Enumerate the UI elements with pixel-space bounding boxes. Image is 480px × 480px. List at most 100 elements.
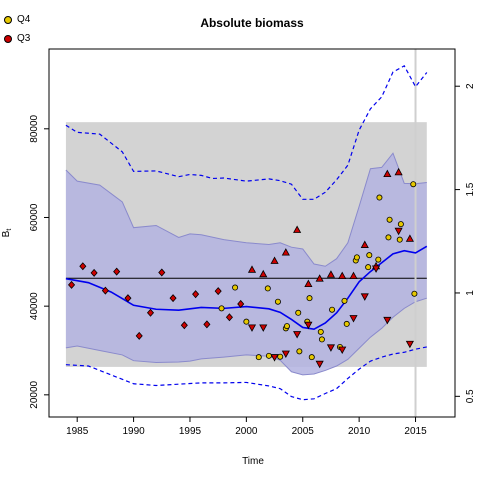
line-layer xyxy=(65,49,428,417)
legend-marker-q3 xyxy=(4,34,12,43)
point-q3-diamond xyxy=(180,321,188,330)
point-q4-circle xyxy=(353,254,360,261)
point-q4-circle xyxy=(397,221,404,228)
point-q3-diamond xyxy=(68,280,76,289)
point-q4-circle xyxy=(386,216,393,223)
point-q3-diamond xyxy=(124,294,132,303)
point-q4-circle xyxy=(274,298,281,305)
point-q3-down-triangle xyxy=(259,324,268,332)
point-q3-triangle xyxy=(293,225,302,233)
point-q4-circle xyxy=(318,336,325,343)
point-q3-triangle xyxy=(349,271,358,280)
y-tick-label: 20000 xyxy=(29,380,40,408)
point-q3-down-triangle xyxy=(326,344,336,352)
point-q3-triangle xyxy=(338,271,347,280)
point-q4-circle xyxy=(385,234,392,241)
point-q4-circle xyxy=(265,352,272,359)
point-q3-diamond xyxy=(90,268,98,277)
point-q3-triangle xyxy=(315,274,324,282)
legend-label-q3: Q3 xyxy=(17,33,31,44)
point-q3-down-triangle xyxy=(338,346,347,355)
point-q3-triangle xyxy=(326,270,336,278)
y-tick-label: 60000 xyxy=(29,203,40,231)
point-q4-circle xyxy=(329,306,336,313)
point-q4-circle xyxy=(343,320,350,327)
point-q4-circle xyxy=(295,309,302,316)
ci-upper-edge xyxy=(65,152,427,267)
point-q4-circle xyxy=(396,236,403,243)
outer-upper-dashed-line xyxy=(65,65,428,200)
point-q3-diamond xyxy=(79,262,87,271)
point-q3-down-triangle xyxy=(383,316,392,325)
point-q3-down-triangle xyxy=(293,331,302,339)
y-right-tick-label: 0.5 xyxy=(465,389,476,403)
point-q4-circle xyxy=(277,353,284,360)
legend: Q4 Q3 xyxy=(4,10,30,48)
legend-label-q4: Q4 xyxy=(17,14,31,25)
x-tick-label: 1995 xyxy=(179,426,202,437)
point-q3-diamond xyxy=(214,287,222,296)
point-q3-triangle xyxy=(304,279,313,287)
point-q3-diamond xyxy=(146,308,155,317)
point-q3-down-triangle xyxy=(315,360,324,369)
chart-title: Absolute biomass xyxy=(200,16,304,30)
point-q3-down-triangle xyxy=(394,227,403,236)
point-q4-circle xyxy=(376,194,383,201)
median-line xyxy=(65,245,428,331)
y-axis-label: Bt xyxy=(1,229,13,238)
point-q3-down-triangle xyxy=(281,350,290,359)
legend-marker-q4 xyxy=(4,15,12,24)
point-q3-triangle xyxy=(405,234,414,242)
y-right-tick-label: 1.5 xyxy=(465,182,476,196)
point-q4-circle xyxy=(365,264,372,271)
point-q3-triangle xyxy=(394,167,403,176)
ci-lower-edge xyxy=(65,297,427,376)
band-layer xyxy=(65,152,427,376)
x-tick-label: 2000 xyxy=(235,426,258,437)
outer-lower-dashed-line xyxy=(65,346,427,401)
point-q4-circle xyxy=(341,297,348,304)
point-q4-circle xyxy=(296,348,303,355)
y-right-tick-label: 1 xyxy=(465,290,476,296)
point-q3-diamond xyxy=(113,267,121,276)
point-q3-down-triangle xyxy=(304,321,313,330)
point-q3-diamond xyxy=(169,294,177,303)
point-q3-diamond xyxy=(158,268,166,277)
x-tick-label: 1990 xyxy=(122,426,145,437)
point-q3-down-triangle xyxy=(349,315,358,323)
x-axis-label: Time xyxy=(242,456,264,467)
point-q3-down-triangle xyxy=(371,265,381,273)
point-q3-down-triangle xyxy=(247,324,257,332)
point-q3-triangle xyxy=(270,256,279,264)
point-q4-circle xyxy=(375,256,382,263)
y-tick-label: 40000 xyxy=(29,292,40,320)
point-q3-diamond xyxy=(101,286,109,295)
x-tick-label: 2015 xyxy=(404,426,427,437)
point-q3-triangle xyxy=(259,269,268,278)
y-right-tick-label: 2 xyxy=(465,83,476,89)
point-q3-down-triangle xyxy=(270,354,279,362)
point-q3-diamond xyxy=(225,313,233,322)
point-q4-circle xyxy=(232,284,239,291)
point-q4-circle xyxy=(411,290,418,297)
y-tick-label: 80000 xyxy=(29,114,40,142)
legend-item-q3: Q3 xyxy=(4,29,30,48)
point-q4-circle xyxy=(366,252,373,259)
point-q3-triangle xyxy=(281,248,290,256)
x-tick-label: 2010 xyxy=(348,426,371,437)
point-q3-down-triangle xyxy=(360,293,369,301)
point-q4-circle xyxy=(317,328,324,335)
point-q4-circle xyxy=(255,354,262,361)
point-q3-diamond xyxy=(135,331,143,340)
point-q3-down-triangle xyxy=(405,340,414,349)
point-q3-triangle xyxy=(247,265,257,273)
point-q4-circle xyxy=(243,318,250,325)
point-q4-circle xyxy=(218,305,225,312)
x-tick-label: 2005 xyxy=(292,426,315,437)
point-q4-circle xyxy=(308,354,315,361)
points-layer xyxy=(68,167,418,369)
point-q4-circle xyxy=(283,323,290,330)
point-q3-diamond xyxy=(237,299,245,308)
point-q3-diamond xyxy=(203,320,211,329)
